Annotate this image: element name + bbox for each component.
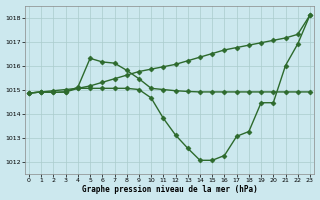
X-axis label: Graphe pression niveau de la mer (hPa): Graphe pression niveau de la mer (hPa) xyxy=(82,185,257,194)
